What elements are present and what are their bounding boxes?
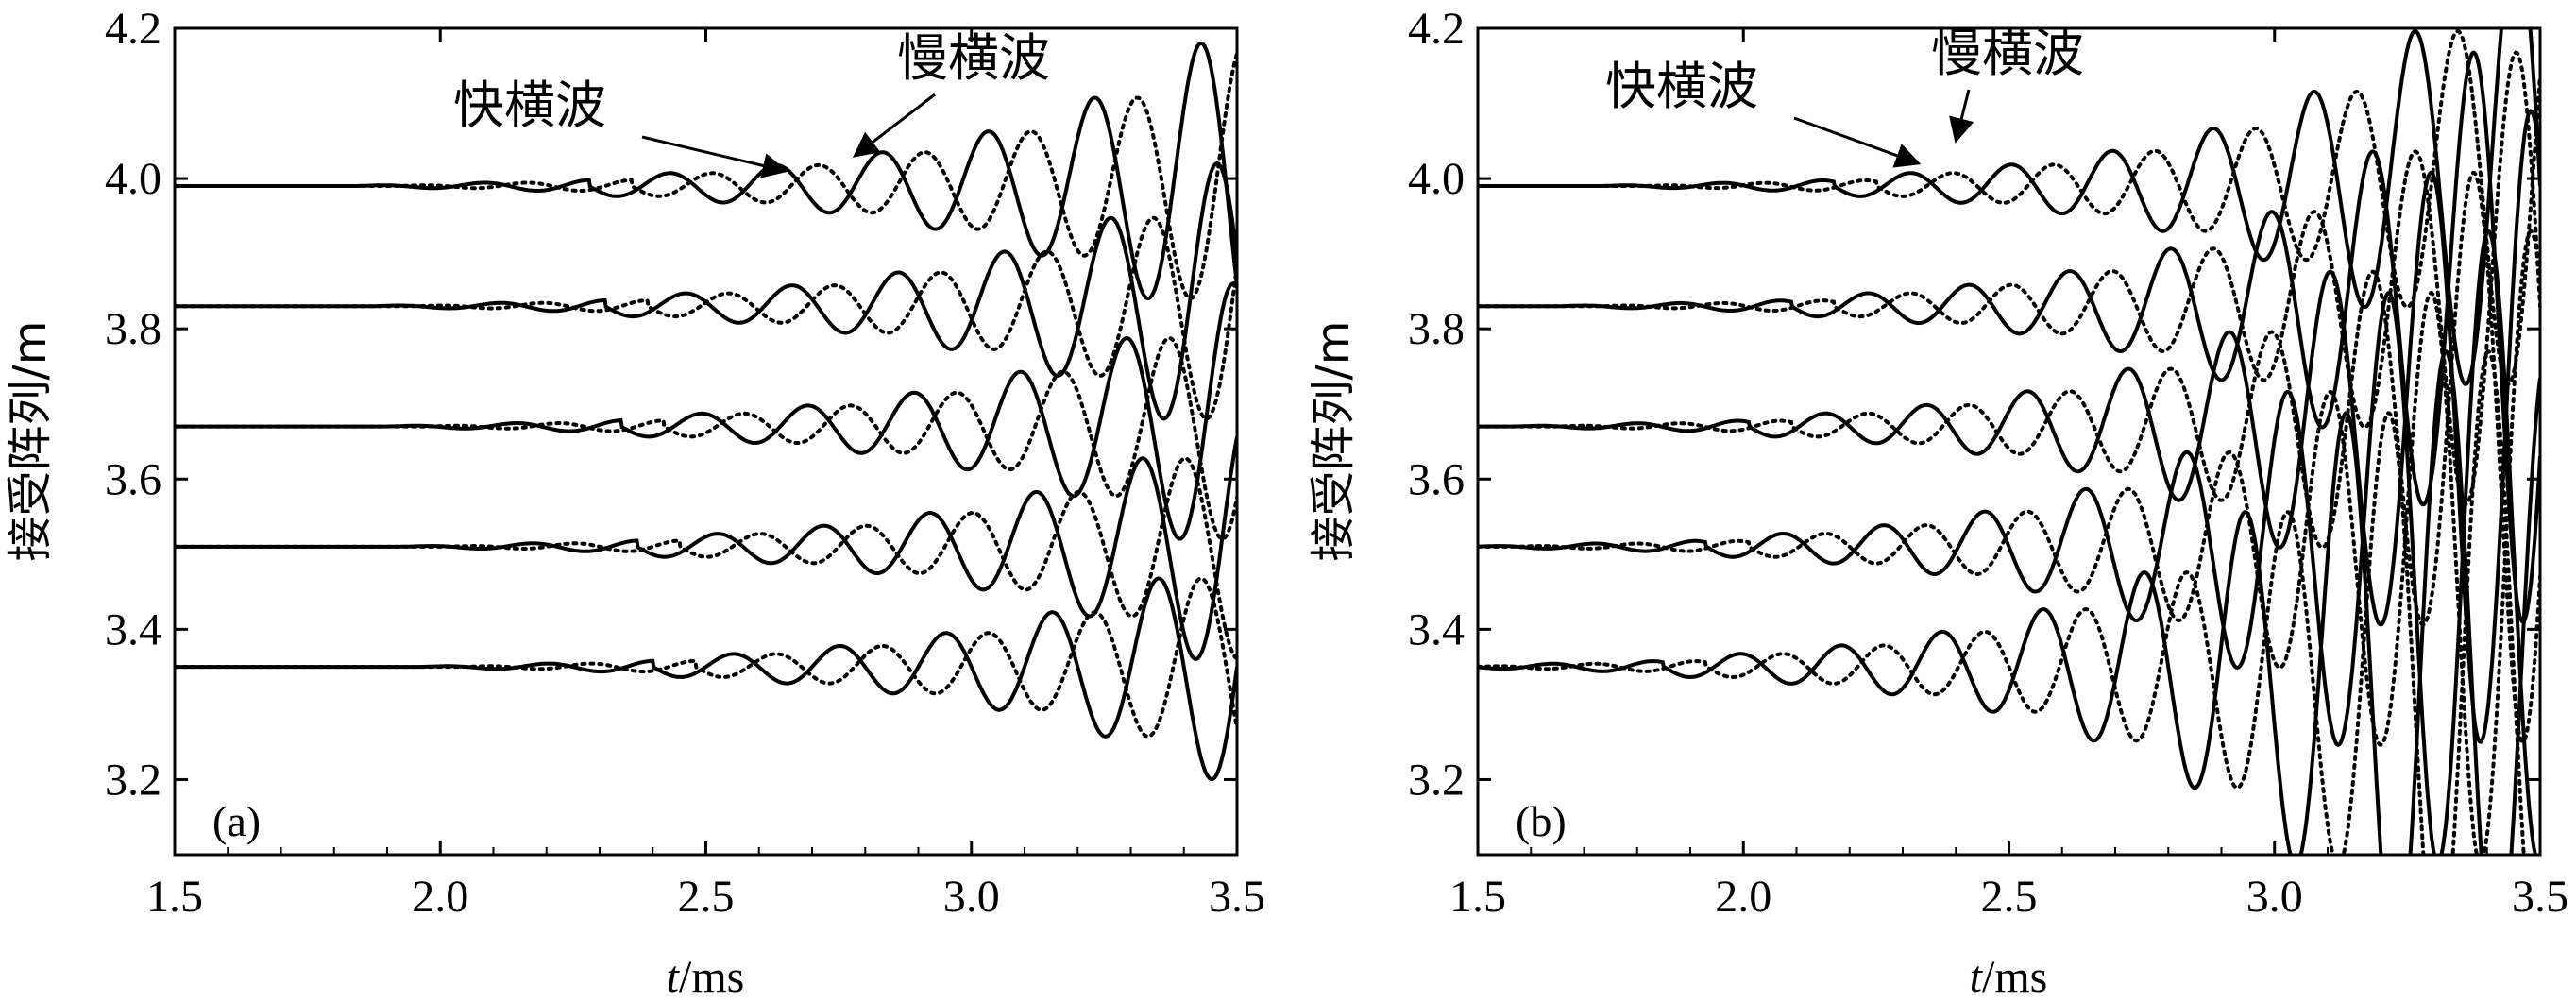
slow-wave-arrow-a	[852, 93, 936, 158]
x-tick-label-a-3: 3.0	[943, 872, 1000, 922]
y-tick-label-a-1: 3.4	[105, 604, 161, 654]
y-tick-label-b-2: 3.6	[1408, 454, 1465, 504]
y-tick-label-a-0: 3.2	[105, 755, 161, 805]
slow-wave-trace-a-2	[175, 335, 1237, 541]
fast-wave-trace-a-0	[175, 576, 1237, 782]
panel-label-a: (a)	[212, 797, 261, 845]
fast-wave-trace-a-3	[175, 161, 1237, 421]
slow-wave-trace-b-2	[1478, 170, 2540, 744]
annotations-a: 快横波 慢横波	[453, 28, 1050, 178]
traces-a	[175, 41, 1237, 782]
slow-wave-arrow-b	[1949, 89, 1974, 144]
x-axis-label-a: t/ms	[667, 952, 745, 1002]
y-tick-label-b-5: 4.2	[1408, 4, 1465, 54]
slow-wave-trace-b-4	[1478, 29, 2540, 387]
ticks-b: 1.5 2.0 2.5 3.0 3.5 3.2 3.4 3.6 3.8 4.0 4.2	[1408, 4, 2568, 922]
slow-wave-label-b: 慢横波	[1931, 24, 2084, 83]
x-tick-label-b-3: 3.0	[2246, 872, 2303, 922]
x-tick-label-a-4: 3.5	[1209, 872, 1265, 922]
fast-wave-label-b: 快横波	[1605, 57, 1758, 116]
y-tick-label-a-3: 3.8	[105, 304, 161, 354]
x-tick-label-b-4: 3.5	[2512, 872, 2568, 922]
y-tick-label-b-1: 3.4	[1408, 604, 1465, 654]
x-axis-label-b: t/ms	[1970, 952, 2048, 1002]
y-tick-label-a-2: 3.6	[105, 454, 161, 504]
y-tick-label-b-3: 3.8	[1408, 304, 1465, 354]
slow-wave-trace-a-0	[175, 576, 1237, 739]
y-tick-label-a-5: 4.2	[105, 4, 161, 54]
panel-b: 1.5 2.0 2.5 3.0 3.5 3.2 3.4 3.6 3.8 4.0 4.2 快横波 慢横波…	[1307, 4, 2568, 1002]
slow-wave-trace-b-1	[1478, 229, 2540, 855]
fast-wave-trace-a-4	[175, 41, 1237, 301]
fast-wave-label-a: 快横波	[453, 76, 606, 135]
x-tick-label-b-0: 1.5	[1449, 872, 1506, 922]
slow-wave-trace-b-3	[1478, 50, 2540, 507]
slow-wave-trace-a-1	[175, 456, 1237, 661]
annotations-b: 快横波 慢横波	[1605, 24, 2084, 168]
slow-wave-label-a: 慢横波	[897, 28, 1050, 88]
x-tick-label-a-1: 2.0	[412, 872, 468, 922]
axes-frame-b	[1476, 26, 2542, 857]
x-tick-label-b-1: 2.0	[1715, 872, 1771, 922]
fast-wave-arrow-b	[1793, 116, 1922, 168]
fast-wave-arrow-a	[641, 135, 788, 178]
x-tick-label-a-0: 1.5	[146, 872, 203, 922]
slow-wave-trace-a-4	[175, 52, 1237, 301]
x-tick-label-b-2: 2.5	[1981, 872, 2038, 922]
panel-a: 1.5 2.0 2.5 3.0 3.5 3.2 3.4 3.6 3.8 4.0 4.2 快横波 慢横波…	[4, 4, 1265, 1002]
fast-wave-trace-b-2	[1478, 109, 2540, 744]
slow-wave-trace-a-3	[175, 215, 1237, 421]
traces-b	[1478, 28, 2540, 855]
x-tick-label-a-2: 2.5	[678, 872, 735, 922]
axes-frame-a	[173, 26, 1239, 857]
y-axis-label-a: 接受阵列/m	[4, 321, 57, 562]
y-tick-label-b-4: 4.0	[1408, 154, 1465, 204]
y-axis-label-b: 接受阵列/m	[1307, 321, 1360, 562]
fast-wave-trace-a-1	[175, 436, 1237, 661]
panel-label-b: (b)	[1516, 797, 1567, 845]
y-tick-label-b-0: 3.2	[1408, 755, 1465, 805]
y-tick-label-a-4: 4.0	[105, 154, 161, 204]
